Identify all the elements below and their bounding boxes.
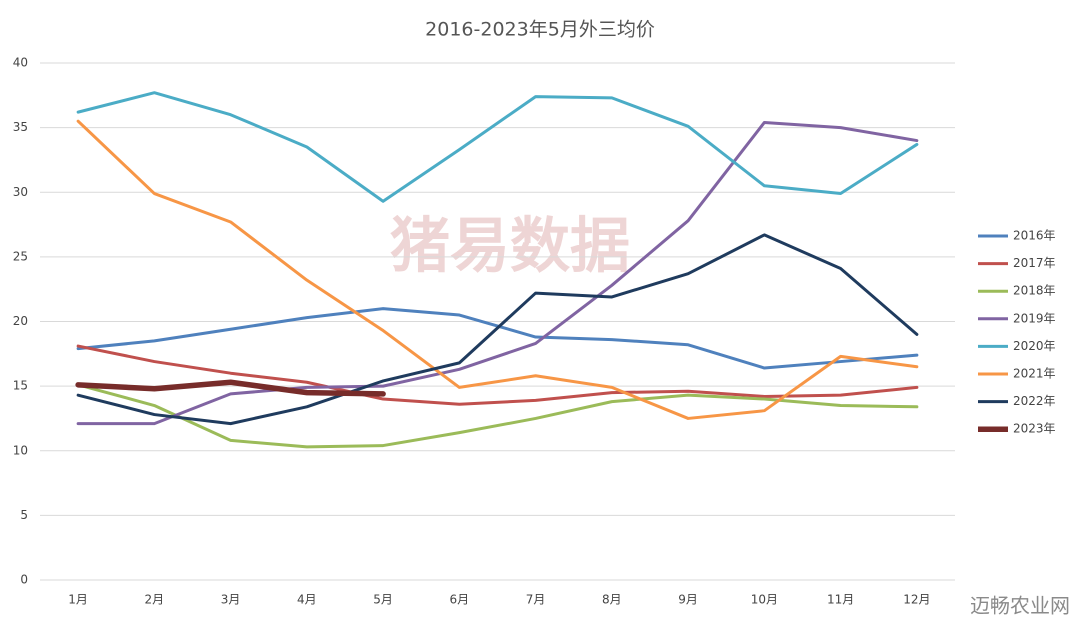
x-tick-label: 10月 <box>751 593 778 607</box>
series-line <box>76 91 919 203</box>
x-tick-label: 8月 <box>602 593 622 607</box>
y-tick-label: 25 <box>13 249 28 263</box>
x-tick-label: 9月 <box>678 593 698 607</box>
y-tick-label: 35 <box>13 120 28 134</box>
x-tick-label: 5月 <box>373 593 393 607</box>
legend-label: 2016年 <box>1013 229 1056 243</box>
x-tick-label: 1月 <box>68 593 88 607</box>
y-tick-label: 0 <box>20 573 28 587</box>
x-tick-label: 7月 <box>526 593 546 607</box>
x-tick-label: 4月 <box>297 593 317 607</box>
series-line <box>76 120 919 426</box>
y-tick-label: 10 <box>13 443 28 457</box>
series-line <box>76 119 919 420</box>
legend-label: 2017年 <box>1013 256 1056 270</box>
y-tick-label: 5 <box>20 508 28 522</box>
x-tick-label: 11月 <box>827 593 854 607</box>
legend-label: 2018年 <box>1013 284 1056 298</box>
x-tick-label: 12月 <box>903 593 930 607</box>
y-tick-label: 40 <box>13 56 28 70</box>
series-line <box>76 344 919 406</box>
x-tick-label: 3月 <box>221 593 241 607</box>
chart-title: 2016-2023年5月外三均价 <box>425 19 655 41</box>
series-line <box>75 379 386 397</box>
legend-label: 2023年 <box>1013 422 1056 436</box>
y-tick-label: 20 <box>13 314 28 328</box>
legend-label: 2019年 <box>1013 311 1056 325</box>
legend-label: 2020年 <box>1013 339 1056 353</box>
source: 迈畅农业网 <box>970 594 1070 618</box>
x-tick-label: 2月 <box>145 593 165 607</box>
y-tick-label: 30 <box>13 185 28 199</box>
legend-label: 2021年 <box>1013 367 1056 381</box>
x-tick-label: 6月 <box>450 593 470 607</box>
series-line <box>76 233 919 426</box>
watermark: 猪易数据 <box>390 212 630 282</box>
legend-label: 2022年 <box>1013 394 1056 408</box>
y-tick-label: 15 <box>13 379 28 393</box>
